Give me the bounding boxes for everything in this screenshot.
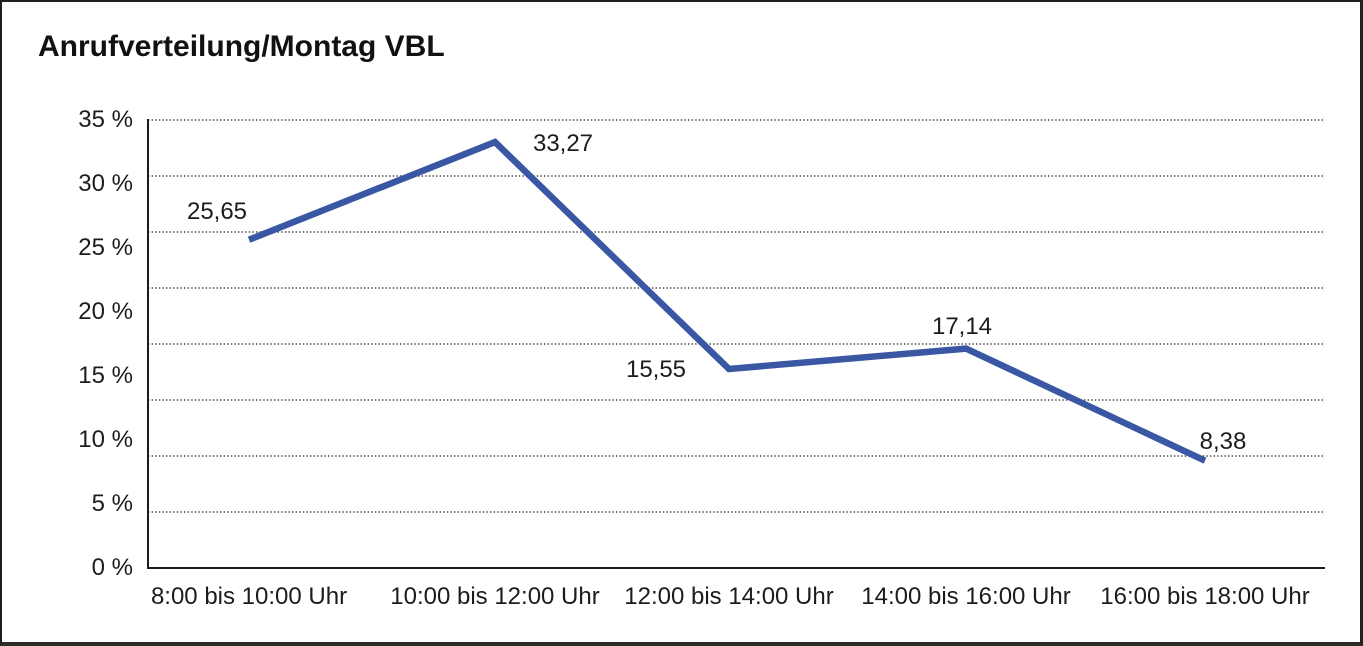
y-tick-label: 35 % (78, 106, 133, 133)
data-point-label: 15,55 (625, 355, 687, 383)
data-point-label: 25,65 (186, 197, 248, 225)
y-tick-label: 20 % (78, 298, 133, 325)
y-tick-label: 25 % (78, 234, 133, 261)
axes (147, 119, 1325, 569)
y-tick-label: 30 % (78, 170, 133, 197)
x-category-label: 12:00 bis 14:00 Uhr (624, 583, 834, 610)
y-tick-label: 0 % (91, 554, 133, 581)
chart-title: Anrufverteilung/Montag VBL (38, 30, 445, 63)
data-point-label: 33,27 (532, 130, 594, 158)
y-tick-label: 10 % (78, 426, 133, 453)
data-line (247, 138, 1207, 464)
data-point-label: 8,38 (1199, 427, 1247, 455)
gridlines (148, 119, 1325, 513)
x-category-label: 14:00 bis 16:00 Uhr (861, 583, 1071, 610)
data-point-label: 17,14 (931, 312, 993, 340)
x-category-label: 16:00 bis 18:00 Uhr (1100, 583, 1310, 610)
y-tick-label: 5 % (91, 490, 133, 517)
x-category-label: 8:00 bis 10:00 Uhr (150, 583, 348, 610)
y-tick-label: 15 % (78, 362, 133, 389)
x-category-label: 10:00 bis 12:00 Uhr (390, 583, 600, 610)
